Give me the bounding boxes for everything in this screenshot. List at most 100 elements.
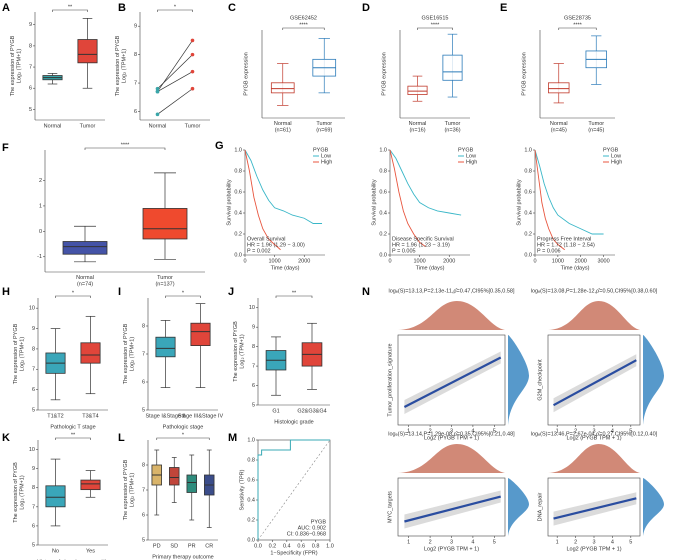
x-tick-label: 0.0 — [254, 543, 262, 549]
significance-bracket — [156, 437, 210, 440]
panel-letter: F — [2, 142, 9, 154]
y-tick-label: 2 — [39, 178, 42, 184]
x-tick-label: G1 — [272, 408, 279, 414]
significance-label: **** — [299, 22, 308, 28]
x-tick-label: 5 — [493, 428, 496, 434]
legend-label: High — [321, 159, 332, 165]
panel-letter: B — [118, 2, 126, 14]
y-tick-label: 7 — [142, 351, 145, 357]
x-tick-label: 5 — [493, 539, 496, 545]
y-tick-label: 5 — [32, 542, 35, 548]
significance-bracket — [417, 27, 453, 30]
x-axis-title: Log2 (PYGB TPM + 1) — [566, 546, 621, 552]
x-axis-title: Histologic grade — [274, 419, 313, 425]
survival-curve — [244, 149, 281, 251]
y-tick-label: 5 — [142, 407, 145, 413]
y-axis-title: The expression of PYGBLog₂ (TPM+1) — [13, 462, 25, 523]
panel-letter: G — [215, 140, 224, 152]
density-right — [508, 478, 529, 536]
y-tick-label: 9 — [252, 325, 255, 331]
y-tick-label: 5 — [32, 407, 35, 413]
box — [548, 82, 570, 94]
point — [155, 89, 160, 94]
x-tick-label: 3000 — [597, 258, 609, 264]
x-axis-title: Pathologic T stage — [50, 424, 95, 430]
y-axis-title: DNA_repair — [537, 492, 543, 521]
legend-label: Low — [321, 153, 331, 159]
x-tick-label: 1.0 — [326, 543, 334, 549]
x-tick-label: 0.4 — [283, 543, 291, 549]
box — [142, 208, 188, 240]
x-axis-title: Time (days) — [271, 265, 300, 271]
x-tick-label: 5 — [629, 428, 632, 434]
point — [190, 52, 195, 57]
x-tick-label: Stage III&Stage IV — [178, 413, 224, 419]
legend-label: High — [611, 159, 622, 165]
legend-title: PYGB — [313, 147, 329, 153]
significance-label: **** — [431, 22, 440, 28]
point — [190, 69, 195, 74]
y-tick-label: 1 — [39, 203, 42, 209]
x-tick-label: 0.8 — [312, 543, 320, 549]
x-tick-label: T3&T4 — [82, 413, 99, 419]
significance-label: * — [174, 4, 177, 10]
y-tick-label: 10 — [29, 306, 35, 312]
y-tick-label: 0.8 — [247, 457, 255, 463]
point — [155, 112, 160, 117]
y-axis-title: PYGB expression — [243, 52, 249, 95]
significance-label: ** — [71, 432, 76, 438]
box — [442, 54, 463, 81]
significance-bracket — [165, 295, 201, 298]
fit-line — [553, 497, 637, 520]
panel-letter: A — [2, 2, 10, 14]
panel-letter: I — [118, 286, 121, 298]
box — [270, 82, 295, 94]
y-axis-title: Survival probability — [226, 179, 232, 225]
y-tick-label: 5 — [29, 107, 32, 113]
survival-curve — [534, 149, 565, 251]
significance-bracket — [558, 27, 597, 30]
x-tick-label: Tumor — [80, 123, 96, 129]
box — [45, 485, 66, 508]
y-axis-title: The expression of PYGBLog₂ (TPM+1) — [13, 323, 25, 384]
chart-title: logₑ(S)=13.08,P=1.28e-12,ρ̂=0.50,CI95%[0… — [531, 288, 658, 294]
annotation: P = 0.006 — [537, 248, 561, 254]
box — [407, 85, 428, 95]
annotation: Progress Free Interval — [537, 236, 591, 242]
y-tick-label: 0.6 — [247, 477, 255, 483]
y-tick-label: 8 — [142, 462, 145, 468]
x-tick-label: 3 — [450, 539, 453, 545]
roc-curve — [257, 439, 330, 540]
box — [186, 474, 197, 493]
x-tick-label: 3 — [592, 428, 595, 434]
annotation: HR = 1.72 (1.18 − 2.54) — [537, 242, 595, 248]
x-tick-label: PD — [153, 543, 161, 549]
box — [80, 342, 101, 364]
annotation: Disease Specific Survival — [392, 236, 454, 242]
y-tick-label: 8 — [142, 323, 145, 329]
x-tick-label: Normal — [149, 123, 167, 129]
y-axis-title: The expression of PYGBLog₂ (TPM+1) — [115, 35, 127, 96]
y-tick-label: 5 — [252, 402, 255, 408]
x-tick-label: 0.2 — [269, 543, 277, 549]
panel-letter: H — [2, 286, 10, 298]
y-tick-label: 6 — [29, 86, 32, 92]
significance-label: ** — [292, 290, 297, 296]
y-tick-label: 0.2 — [234, 231, 242, 237]
y-tick-label: 5 — [142, 537, 145, 543]
y-tick-label: 8 — [32, 485, 35, 491]
survival-curve — [534, 149, 604, 235]
pair-line — [157, 54, 193, 89]
x-tick-label: Normal (n=74) — [76, 275, 94, 287]
box — [80, 479, 101, 491]
density-top — [548, 301, 640, 330]
y-tick-label: 0.8 — [234, 168, 242, 174]
x-tick-label: 1 — [556, 539, 559, 545]
x-axis-title: Time (days) — [416, 265, 445, 271]
diagonal — [257, 439, 331, 541]
legend-title: PYGB — [603, 147, 619, 153]
y-tick-label: 7 — [134, 81, 137, 87]
x-tick-label: T1&T2 — [47, 413, 64, 419]
survival-curve — [244, 149, 323, 224]
y-tick-label: 1.0 — [247, 437, 255, 443]
